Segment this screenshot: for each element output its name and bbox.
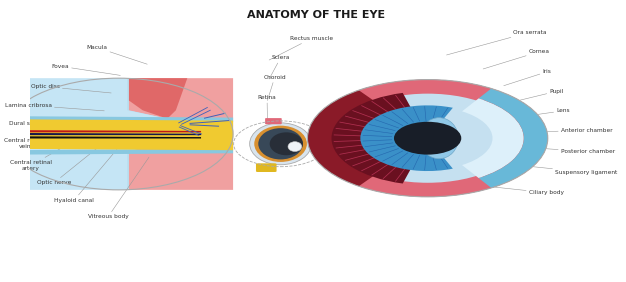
Text: Iris: Iris	[504, 69, 552, 86]
Wedge shape	[361, 105, 453, 171]
Wedge shape	[462, 98, 524, 178]
Text: Rectus muscle: Rectus muscle	[269, 36, 334, 60]
Polygon shape	[4, 136, 201, 138]
Text: Ora serrata: Ora serrata	[446, 30, 547, 55]
Text: Hyaloid canal: Hyaloid canal	[54, 149, 117, 203]
Polygon shape	[4, 116, 233, 122]
Text: Optic disc: Optic disc	[31, 84, 111, 93]
Polygon shape	[4, 133, 201, 135]
Ellipse shape	[250, 123, 312, 165]
Wedge shape	[478, 89, 548, 188]
Ellipse shape	[270, 132, 303, 155]
Wedge shape	[359, 138, 496, 197]
Polygon shape	[129, 78, 187, 119]
Text: Choroid: Choroid	[264, 75, 286, 100]
Text: Fovea: Fovea	[51, 64, 120, 75]
Circle shape	[307, 80, 548, 197]
Text: Dural sheath: Dural sheath	[9, 121, 96, 127]
Polygon shape	[129, 78, 233, 190]
Text: Vitreous body: Vitreous body	[88, 157, 149, 219]
Text: Ciliary body: Ciliary body	[460, 184, 564, 195]
Text: Suspensory ligament: Suspensory ligament	[506, 164, 617, 175]
Text: Pupil: Pupil	[515, 89, 564, 101]
Text: Anterior chamber: Anterior chamber	[529, 128, 613, 133]
Text: Optic nerve: Optic nerve	[37, 143, 103, 185]
Text: Retina: Retina	[258, 95, 277, 121]
Text: Posterior chamber: Posterior chamber	[523, 147, 615, 154]
Ellipse shape	[259, 128, 303, 159]
Polygon shape	[4, 78, 167, 190]
Text: ANATOMY OF THE EYE: ANATOMY OF THE EYE	[247, 10, 385, 20]
FancyBboxPatch shape	[256, 163, 277, 172]
FancyBboxPatch shape	[265, 118, 282, 124]
Polygon shape	[4, 130, 201, 132]
Text: Cornea: Cornea	[483, 49, 550, 69]
Ellipse shape	[420, 118, 458, 159]
Text: Central retinal
artery: Central retinal artery	[9, 136, 83, 171]
Wedge shape	[332, 93, 428, 184]
Circle shape	[336, 94, 519, 183]
Text: Macula: Macula	[86, 45, 147, 64]
Ellipse shape	[254, 126, 307, 162]
Polygon shape	[4, 119, 233, 150]
Polygon shape	[4, 149, 233, 155]
Text: Lens: Lens	[523, 108, 570, 116]
Wedge shape	[4, 78, 233, 190]
Circle shape	[394, 122, 461, 155]
Text: Central retinal
vein: Central retinal vein	[4, 133, 83, 149]
Text: Sclera: Sclera	[269, 55, 290, 79]
Wedge shape	[359, 80, 496, 138]
Text: Lamina cribrosa: Lamina cribrosa	[5, 103, 105, 111]
Ellipse shape	[288, 142, 302, 151]
